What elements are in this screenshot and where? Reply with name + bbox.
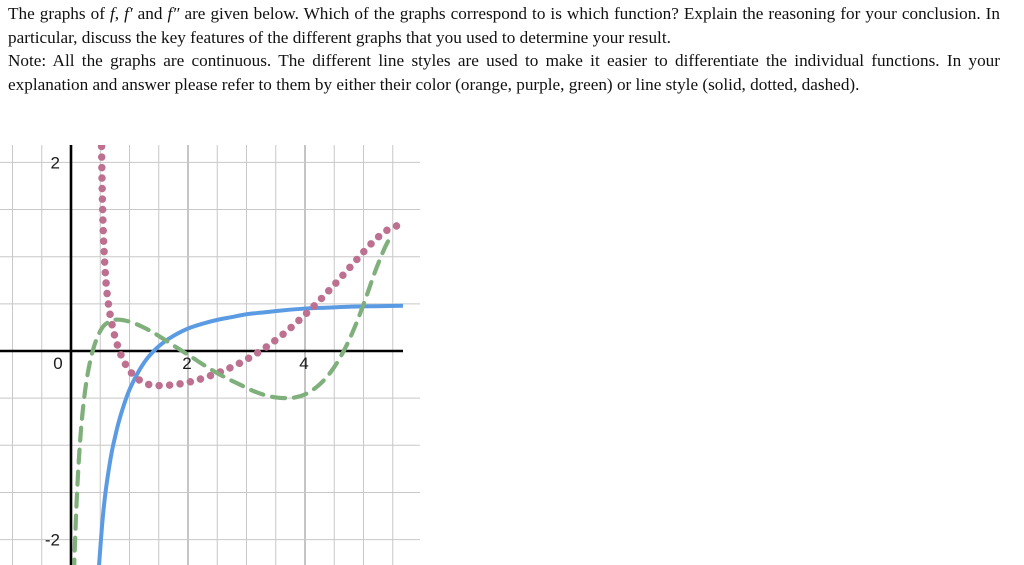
problem-paragraph-intro: The graphs of f, f′ and f″ are given bel… [8, 2, 1000, 49]
curves [72, 145, 403, 565]
x-tick-label: 4 [299, 354, 308, 373]
green-dashed-curve [72, 235, 392, 565]
problem-statement: The graphs of f, f′ and f″ are given bel… [8, 2, 1000, 97]
problem-paragraph-note: Note: All the graphs are continuous. The… [8, 49, 1000, 96]
problem-text-intro: The graphs of f, f′ and f″ are given bel… [8, 4, 1000, 47]
purple-dotted-curve [97, 145, 403, 390]
x-tick-label: 0 [53, 354, 62, 373]
grid-lines [0, 145, 420, 565]
axes [0, 145, 403, 565]
problem-text-note: Note: All the graphs are continuous. The… [8, 51, 1000, 95]
function-graph-svg: 0 2 4 2 -2 [0, 145, 420, 565]
y-tick-label: 2 [51, 153, 60, 172]
tick-labels: 0 2 4 2 -2 [45, 153, 309, 549]
function-graph-panel: 0 2 4 2 -2 [0, 145, 420, 565]
x-tick-label: 2 [182, 354, 191, 373]
blue-solid-curve [97, 303, 403, 565]
y-tick-label: -2 [45, 531, 60, 550]
